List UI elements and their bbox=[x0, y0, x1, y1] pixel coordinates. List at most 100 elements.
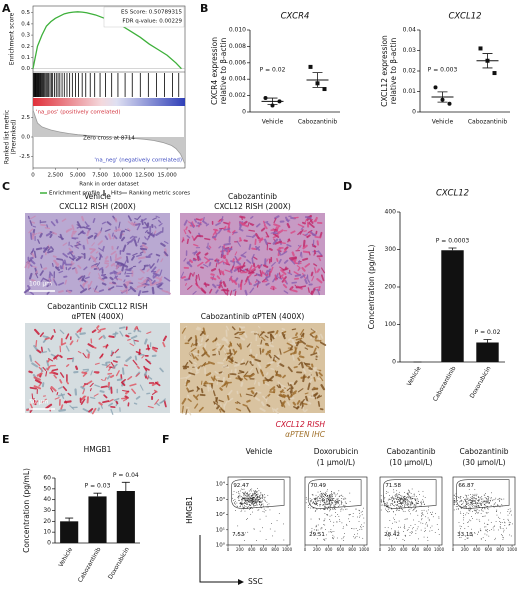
tissue-texture bbox=[152, 347, 158, 353]
tissue-texture bbox=[311, 275, 315, 282]
x-tick-label: 800 bbox=[423, 547, 431, 552]
event-dot bbox=[404, 492, 405, 493]
tissue-texture bbox=[250, 215, 254, 219]
event-dot bbox=[258, 501, 260, 503]
event-dot bbox=[501, 522, 503, 523]
event-dot bbox=[335, 499, 337, 501]
event-dot bbox=[495, 521, 497, 522]
event-dot bbox=[251, 500, 252, 501]
event-dot bbox=[408, 489, 409, 491]
event-dot bbox=[428, 506, 429, 508]
event-dot bbox=[422, 495, 424, 497]
event-dot bbox=[396, 509, 398, 510]
event-dot bbox=[324, 507, 326, 509]
event-dot bbox=[315, 529, 317, 531]
ranking-metric bbox=[32, 109, 186, 165]
tissue-texture bbox=[79, 332, 86, 335]
event-dot bbox=[328, 499, 330, 500]
tissue-texture bbox=[270, 266, 274, 273]
tissue-texture bbox=[132, 252, 138, 256]
tissue-texture bbox=[290, 259, 296, 265]
event-dot bbox=[249, 496, 251, 498]
tissue-texture bbox=[32, 225, 37, 228]
event-dot bbox=[249, 497, 250, 499]
tissue-texture bbox=[287, 366, 293, 373]
event-dot bbox=[387, 491, 389, 493]
gate bbox=[383, 479, 437, 509]
event-dot bbox=[483, 494, 485, 496]
tissue-texture bbox=[292, 390, 297, 395]
event-dot bbox=[500, 498, 502, 500]
event-dot bbox=[329, 519, 331, 520]
x-tick-label: Vehicle bbox=[432, 119, 454, 126]
event-dot bbox=[504, 521, 505, 523]
tissue-texture bbox=[133, 239, 138, 247]
tissue-texture bbox=[301, 401, 304, 407]
tissue-texture bbox=[27, 215, 30, 220]
event-dot bbox=[246, 495, 248, 497]
event-dot bbox=[244, 498, 246, 500]
event-dot bbox=[499, 497, 501, 499]
event-dot bbox=[395, 494, 396, 496]
pos-label: 'na_pos' (positively correlated) bbox=[36, 110, 121, 116]
event-dot bbox=[251, 503, 253, 505]
event-dot bbox=[498, 516, 499, 518]
tissue-texture bbox=[300, 361, 304, 369]
event-dot bbox=[341, 508, 343, 510]
event-dot bbox=[257, 499, 259, 500]
event-dot bbox=[318, 496, 319, 497]
event-dot bbox=[337, 514, 339, 515]
event-dot bbox=[386, 501, 388, 503]
event-dot bbox=[340, 509, 342, 510]
tissue-texture bbox=[163, 400, 167, 408]
event-dot bbox=[258, 499, 260, 501]
event-dot bbox=[388, 511, 390, 512]
zero-cross: Zero cross at 8714 bbox=[83, 136, 135, 142]
event-dot bbox=[322, 498, 323, 500]
event-dot bbox=[319, 497, 321, 499]
event-dot bbox=[398, 498, 400, 500]
event-dot bbox=[402, 499, 404, 501]
tissue-texture bbox=[48, 277, 52, 284]
event-dot bbox=[341, 502, 343, 504]
tissue-texture bbox=[31, 362, 39, 368]
tissue-texture bbox=[81, 215, 85, 222]
tissue-texture bbox=[267, 341, 274, 345]
event-dot bbox=[269, 509, 271, 511]
event-dot bbox=[503, 531, 504, 533]
tissue-texture bbox=[304, 392, 309, 395]
event-dot bbox=[334, 508, 335, 509]
tissue-texture bbox=[282, 283, 288, 289]
event-dot bbox=[460, 505, 462, 507]
event-dot bbox=[460, 500, 462, 502]
event-dot bbox=[259, 495, 261, 496]
event-dot bbox=[472, 504, 473, 506]
event-dot bbox=[266, 501, 268, 503]
tissue-texture bbox=[246, 406, 251, 413]
y-axis-label: Concentration (pg/mL) bbox=[22, 468, 31, 553]
event-dot bbox=[268, 503, 270, 505]
event-dot bbox=[258, 501, 260, 503]
tissue-texture bbox=[44, 227, 51, 230]
tissue-texture bbox=[133, 339, 139, 342]
event-dot bbox=[417, 526, 419, 528]
tissue-texture bbox=[256, 362, 262, 369]
tissue-texture bbox=[104, 377, 107, 382]
tissue-texture bbox=[310, 330, 316, 335]
tissue-texture bbox=[147, 375, 153, 380]
tissue-texture bbox=[144, 283, 150, 286]
event-dot bbox=[425, 530, 426, 531]
tissue-texture bbox=[125, 280, 132, 284]
tissue-texture bbox=[212, 228, 218, 236]
event-dot bbox=[332, 537, 333, 538]
tissue-texture bbox=[286, 243, 292, 248]
tissue-texture bbox=[145, 229, 148, 234]
event-dot bbox=[472, 500, 474, 502]
tissue-texture bbox=[81, 395, 87, 401]
event-dot bbox=[256, 492, 257, 493]
tissue-texture bbox=[266, 403, 271, 408]
event-dot bbox=[406, 530, 408, 531]
tissue-texture bbox=[270, 231, 278, 234]
event-dot bbox=[315, 503, 317, 504]
tissue-texture bbox=[88, 408, 94, 413]
